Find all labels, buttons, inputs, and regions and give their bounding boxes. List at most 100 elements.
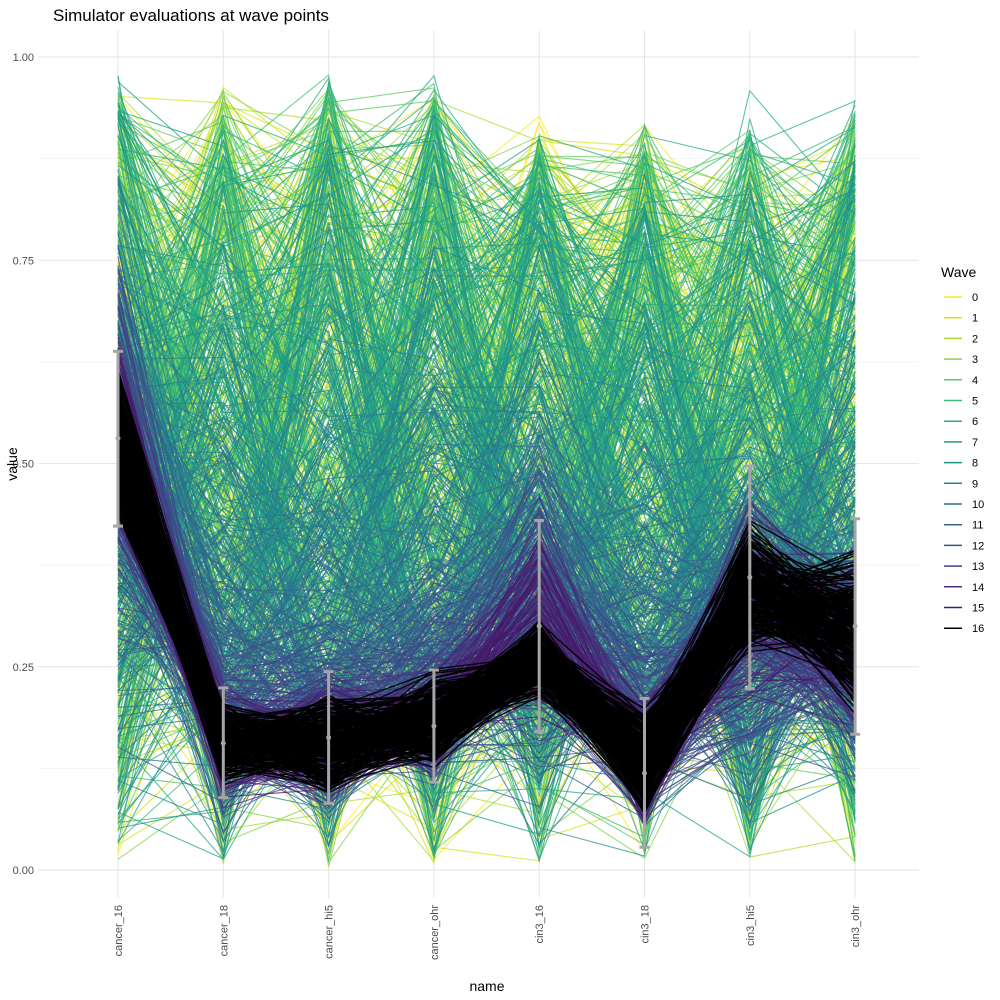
wave-line bbox=[117, 179, 856, 824]
wave-line bbox=[117, 89, 856, 791]
legend-item-0: 0 bbox=[944, 292, 978, 304]
errorbar-cancer_16 bbox=[113, 349, 123, 528]
x-tick-label: cin3_16 bbox=[534, 905, 546, 944]
legend-item-10: 10 bbox=[944, 499, 984, 511]
errorbar-mean-point bbox=[115, 435, 121, 441]
wave-line bbox=[117, 249, 856, 456]
wave-line bbox=[117, 472, 856, 729]
x-tick-label: cancer_hi5 bbox=[324, 905, 336, 959]
wave-line bbox=[117, 429, 856, 791]
errorbar-mean-point bbox=[642, 770, 647, 776]
legend-label: 7 bbox=[972, 437, 978, 449]
legend-label: 16 bbox=[972, 623, 984, 635]
wave-line bbox=[117, 144, 856, 605]
wave-line bbox=[117, 480, 856, 781]
wave-line bbox=[117, 267, 856, 827]
legend-item-8: 8 bbox=[944, 458, 978, 470]
y-tick-label: 0.75 bbox=[13, 255, 34, 267]
x-tick-label: cin3_hi5 bbox=[745, 905, 757, 946]
wave-lines bbox=[117, 74, 856, 867]
legend-label: 13 bbox=[972, 561, 984, 573]
errorbar-cancer_hi5 bbox=[323, 670, 334, 805]
y-axis-title: value bbox=[4, 447, 20, 481]
wave-line bbox=[117, 237, 856, 761]
errorbar-mean-point bbox=[220, 740, 226, 746]
wave-line bbox=[117, 384, 856, 768]
legend-title: Wave bbox=[941, 264, 976, 280]
y-axis-ticks: 0.00 0.25 0.50 0.75 1.00 bbox=[13, 52, 34, 877]
wave-line bbox=[117, 250, 856, 821]
legend-label: 12 bbox=[972, 540, 984, 552]
wave-line bbox=[117, 159, 856, 603]
wave-line bbox=[117, 154, 856, 827]
legend-label: 11 bbox=[972, 520, 983, 532]
x-tick-label: cin3_18 bbox=[640, 905, 652, 944]
wave-line bbox=[117, 445, 856, 709]
y-tick-label: 0.25 bbox=[13, 662, 34, 674]
x-tick-label: cancer_18 bbox=[218, 905, 230, 956]
errorbar-mean-point bbox=[536, 623, 542, 629]
legend-item-13: 13 bbox=[944, 561, 984, 573]
legend-item-4: 4 bbox=[944, 375, 978, 387]
legend-label: 10 bbox=[972, 499, 984, 511]
wave-line bbox=[117, 424, 856, 771]
legend-item-12: 12 bbox=[944, 540, 984, 552]
legend-label: 4 bbox=[972, 375, 978, 387]
errorbar-cancer_18 bbox=[218, 686, 229, 800]
legend-item-11: 11 bbox=[944, 520, 983, 532]
x-tick-label: cancer_16 bbox=[113, 905, 125, 956]
wave-line bbox=[117, 419, 856, 816]
wave-line bbox=[117, 115, 856, 772]
wave-line bbox=[117, 114, 856, 763]
x-tick-label: cancer_ohr bbox=[429, 905, 441, 960]
chart-title: Simulator evaluations at wave points bbox=[53, 6, 329, 25]
wave-line bbox=[117, 495, 856, 813]
errorbar-cin3_ohr bbox=[850, 517, 861, 736]
legend-item-2: 2 bbox=[944, 333, 978, 345]
wave-line bbox=[117, 269, 856, 581]
wave-line bbox=[117, 209, 856, 722]
y-tick-label: 0.00 bbox=[13, 865, 34, 877]
legend-item-1: 1 bbox=[944, 313, 978, 325]
wave-line bbox=[117, 304, 856, 615]
legend-label: 5 bbox=[972, 396, 978, 408]
legend-label: 6 bbox=[972, 416, 978, 428]
legend-item-7: 7 bbox=[944, 437, 978, 449]
target-errorbars bbox=[113, 349, 861, 849]
wave-line bbox=[117, 463, 856, 769]
wave-line bbox=[117, 520, 856, 752]
errorbar-mean-point bbox=[431, 723, 437, 729]
wave-line bbox=[117, 420, 856, 744]
x-tick-label: cin3_ohr bbox=[850, 905, 862, 948]
legend-label: 14 bbox=[972, 582, 984, 594]
wave-line bbox=[117, 469, 856, 792]
errorbar-mean-point bbox=[852, 623, 858, 629]
x-axis-ticks: cancer_16 cancer_18 cancer_hi5 cancer_ohr ci… bbox=[113, 905, 862, 960]
legend-item-3: 3 bbox=[944, 354, 978, 366]
errorbar-cin3_hi5 bbox=[744, 464, 755, 691]
legend-label: 2 bbox=[972, 333, 978, 345]
wave-line bbox=[117, 163, 856, 827]
legend-item-14: 14 bbox=[944, 582, 984, 594]
wave-line bbox=[117, 456, 856, 775]
wave-line bbox=[117, 383, 856, 667]
legend-item-6: 6 bbox=[944, 416, 978, 428]
x-axis-title: name bbox=[469, 978, 504, 994]
legend-label: 9 bbox=[972, 478, 978, 490]
errorbar-mean-point bbox=[326, 734, 332, 740]
wave-line bbox=[117, 156, 856, 718]
legend-item-16: 16 bbox=[944, 623, 984, 635]
errorbar-cancer_ohr bbox=[428, 668, 439, 784]
legend-label: 8 bbox=[972, 458, 978, 470]
wave-line bbox=[117, 265, 856, 796]
wave-series-16 bbox=[117, 369, 856, 816]
wave-line bbox=[117, 465, 856, 807]
errorbar-cin3_18 bbox=[639, 696, 650, 849]
wave-line bbox=[117, 486, 856, 774]
y-tick-label: 1.00 bbox=[13, 52, 34, 64]
legend-label: 1 bbox=[972, 313, 978, 325]
legend-label: 15 bbox=[972, 603, 984, 615]
errorbar-cin3_16 bbox=[534, 518, 545, 734]
